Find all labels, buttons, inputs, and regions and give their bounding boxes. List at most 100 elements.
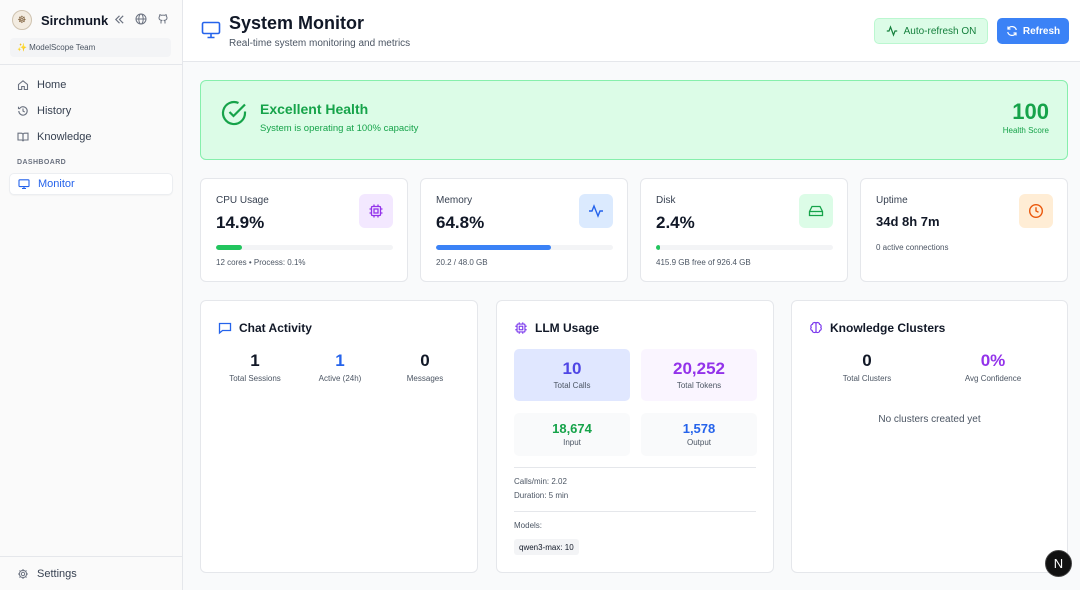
disk-value: 2.4% — [656, 213, 695, 232]
brain-icon — [809, 321, 823, 335]
sidebar-item-home[interactable]: Home — [9, 74, 173, 96]
disk-card: Disk 2.4% 415.9 GB free of 926.4 GB — [640, 178, 848, 282]
panel-title-label: Chat Activity — [239, 321, 312, 335]
uptime-badge — [1019, 194, 1053, 228]
messages-stat: 0 Messages — [389, 351, 461, 383]
sidebar-divider — [0, 64, 183, 65]
sidebar-bottom-divider — [0, 556, 183, 557]
stat-label: Total Sessions — [229, 374, 281, 383]
input-tokens-value: 18,674 — [552, 421, 592, 436]
uptime-value: 34d 8h 7m — [876, 214, 940, 229]
output-tokens-value: 1,578 — [682, 421, 716, 436]
disk-progress-fill — [656, 245, 661, 250]
health-subtitle: System is operating at 100% capacity — [260, 123, 419, 134]
output-tokens-label: Output — [686, 438, 711, 447]
total-tokens-value: 20,252 — [673, 359, 725, 378]
brand-logo: ☸ — [12, 10, 32, 30]
github-icon[interactable] — [156, 12, 170, 26]
models-label: Models: — [514, 521, 543, 530]
sidebar-item-monitor[interactable]: Monitor — [9, 173, 173, 195]
home-icon — [17, 79, 29, 91]
message-square-icon — [218, 321, 232, 335]
cpu-chip-icon — [514, 321, 528, 335]
refresh-label: Refresh — [1022, 25, 1061, 37]
stat-value: 1 — [250, 351, 260, 370]
stat-label: Total Clusters — [842, 374, 892, 383]
sidebar-item-label: History — [37, 105, 72, 117]
disk-label: Disk — [656, 195, 676, 206]
refresh-icon — [1006, 25, 1018, 37]
total-clusters-stat: 0 Total Clusters — [822, 351, 912, 383]
activity-icon — [588, 203, 604, 219]
history-icon — [17, 105, 29, 117]
stat-value: 0% — [980, 351, 1006, 370]
divider — [514, 511, 756, 512]
total-tokens-label: Total Tokens — [676, 381, 722, 390]
memory-progress — [436, 245, 613, 250]
cpu-badge — [359, 194, 393, 228]
sidebar-item-history[interactable]: History — [9, 100, 173, 122]
memory-progress-fill — [436, 245, 551, 250]
total-calls-value: 10 — [562, 359, 582, 378]
auto-refresh-label: Auto-refresh ON — [903, 25, 977, 37]
cpu-value: 14.9% — [216, 213, 265, 232]
memory-badge — [579, 194, 613, 228]
calls-per-min: Calls/min: 2.02 — [514, 477, 567, 486]
chat-activity-title: Chat Activity — [218, 321, 312, 335]
health-title: Excellent Health — [260, 101, 369, 117]
knowledge-clusters-panel: Knowledge Clusters 0 Total Clusters 0% A… — [791, 300, 1068, 573]
llm-usage-title: LLM Usage — [514, 321, 599, 335]
brand-name: Sirchmunk — [41, 12, 109, 28]
llm-usage-panel: LLM Usage 10 Total Calls 20,252 Total To… — [496, 300, 774, 573]
cpu-card: CPU Usage 14.9% 12 cores • Process: 0.1% — [200, 178, 408, 282]
stat-value: 0 — [420, 351, 430, 370]
chat-activity-panel: Chat Activity 1 Total Sessions 1 Active … — [200, 300, 478, 573]
hard-drive-icon — [808, 203, 824, 219]
stat-label: Active (24h) — [318, 374, 362, 383]
panel-title-label: LLM Usage — [535, 321, 600, 335]
avg-confidence-stat: 0% Avg Confidence — [948, 351, 1038, 383]
team-badge: ✨ ModelScope Team — [10, 38, 171, 57]
total-calls-label: Total Calls — [553, 381, 591, 390]
cpu-progress-fill — [216, 245, 243, 250]
collapse-sidebar-icon[interactable] — [112, 12, 126, 26]
divider — [514, 467, 756, 468]
model-chip: qwen3-max: 10 — [514, 539, 579, 555]
page-title: System Monitor — [229, 13, 365, 33]
page-header: System Monitor Real-time system monitori… — [183, 0, 1080, 62]
health-score: 100 — [1012, 99, 1049, 124]
uptime-detail: 0 active connections — [876, 243, 949, 252]
output-tokens-box: 1,578 Output — [641, 413, 757, 456]
auto-refresh-button[interactable]: Auto-refresh ON — [874, 18, 988, 44]
total-calls-box: 10 Total Calls — [514, 349, 630, 401]
duration: Duration: 5 min — [514, 491, 569, 500]
stat-value: 0 — [862, 351, 872, 370]
input-tokens-box: 18,674 Input — [514, 413, 630, 456]
monitor-icon — [201, 21, 221, 39]
knowledge-clusters-title: Knowledge Clusters — [809, 321, 945, 335]
cpu-chip-icon — [368, 203, 384, 219]
stat-label: Avg Confidence — [964, 374, 1022, 383]
disk-progress — [656, 245, 833, 250]
refresh-button[interactable]: Refresh — [997, 18, 1069, 44]
sidebar-item-settings[interactable]: Settings — [9, 563, 173, 585]
sidebar-item-knowledge[interactable]: Knowledge — [9, 126, 173, 148]
cpu-progress — [216, 245, 393, 250]
disk-detail: 415.9 GB free of 926.4 GB — [656, 258, 751, 267]
health-banner: Excellent Health System is operating at … — [200, 80, 1068, 160]
disk-badge — [799, 194, 833, 228]
dev-tools-badge[interactable]: N — [1045, 550, 1072, 577]
book-icon — [17, 131, 29, 143]
active-sessions-stat: 1 Active (24h) — [304, 351, 376, 383]
panel-title-label: Knowledge Clusters — [830, 321, 946, 335]
cpu-detail: 12 cores • Process: 0.1% — [216, 258, 306, 267]
input-tokens-label: Input — [563, 438, 581, 447]
empty-clusters-note: No clusters created yet — [878, 414, 981, 425]
page-subtitle: Real-time system monitoring and metrics — [229, 38, 411, 49]
memory-card: Memory 64.8% 20.2 / 48.0 GB — [420, 178, 628, 282]
uptime-card: Uptime 34d 8h 7m 0 active connections — [860, 178, 1068, 282]
globe-icon[interactable] — [134, 12, 148, 26]
sidebar-item-label: Settings — [37, 568, 77, 580]
check-circle-icon — [220, 99, 248, 127]
memory-label: Memory — [436, 195, 473, 206]
